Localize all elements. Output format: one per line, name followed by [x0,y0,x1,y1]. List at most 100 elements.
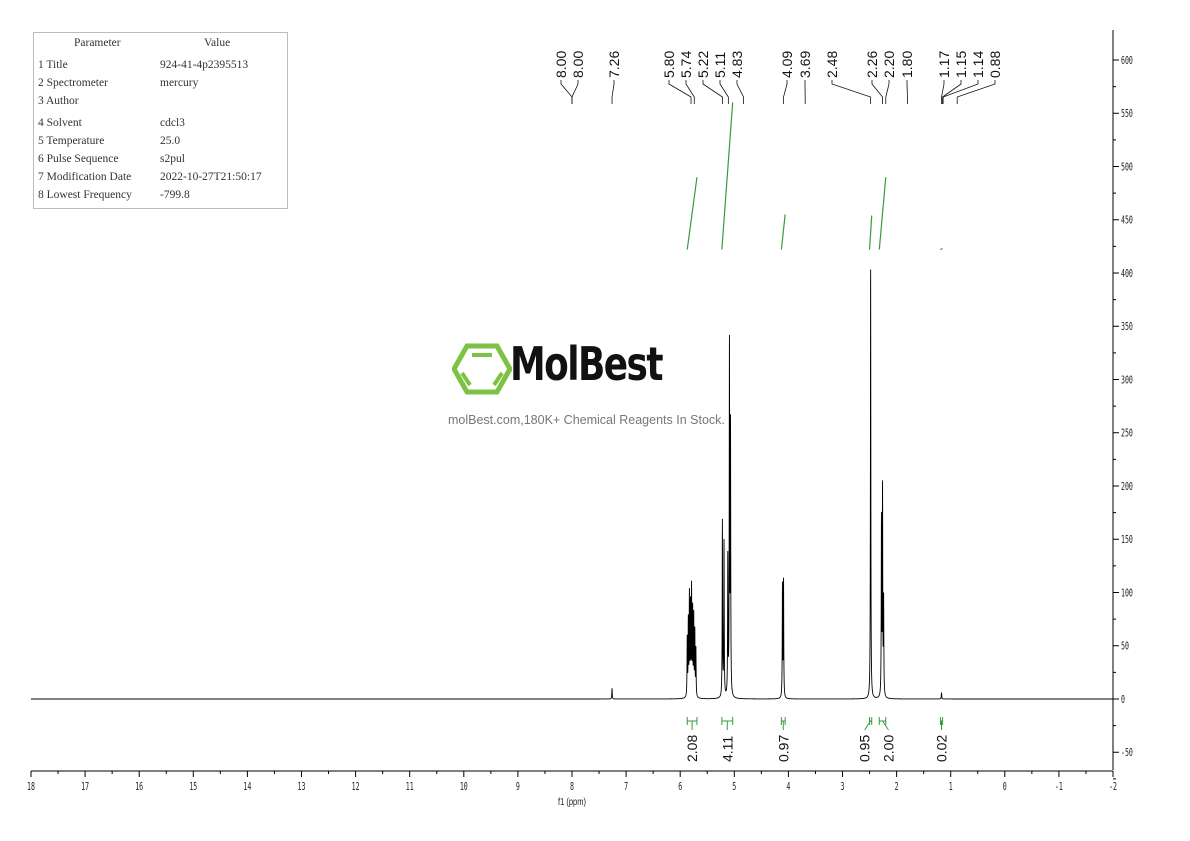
x-tick-label: -2 [1109,782,1117,794]
param-name: 6 Pulse Sequence [38,153,119,165]
benzene-logo-icon [452,343,512,395]
watermark-brand: MolBest [510,337,663,391]
y-tick-label: 0 [1121,695,1125,707]
x-tick-label: 9 [516,782,520,794]
param-name: 5 Temperature [38,135,105,147]
peak-label: 5.11 [712,52,728,78]
y-tick-label: -50 [1121,748,1133,760]
peak-label: 2.26 [864,51,880,78]
integral-value: 0.95 [857,735,873,762]
x-tick-label: 18 [27,782,35,794]
param-name: 1 Title [38,59,68,71]
peak-label-leader [941,80,945,104]
peak-label-leader [942,80,979,104]
integral-value: 0.97 [775,735,791,762]
peak-label-leader [668,80,692,104]
y-tick-label: 500 [1121,162,1133,174]
integral-curve [721,102,734,250]
param-header-value: Value [204,37,231,49]
param-name: 4 Solvent [38,117,82,129]
peak-label-leader [702,80,723,104]
peak-label: 1.80 [899,51,915,78]
peak-label: 8.00 [553,51,569,78]
peak-label: 1.17 [936,51,952,78]
x-tick-label: 7 [624,782,628,794]
integral-curve [868,215,873,250]
x-tick-label: 15 [189,782,197,794]
peak-label-leader [956,80,996,104]
param-name: 3 Author [38,95,79,107]
x-tick-label: 12 [352,782,360,794]
integral-curve [780,214,786,250]
peak-label-leader [885,80,890,104]
peak-label: 0.88 [987,51,1003,78]
x-tick-label: 11 [406,782,414,794]
y-tick-label: 200 [1121,482,1133,494]
x-tick-label: 4 [786,782,790,794]
molbest-watermark: MolBest molBest.com,180K+ Chemical Reage… [448,337,752,443]
param-name: 7 Modification Date [38,171,132,183]
x-tick-label: 10 [460,782,468,794]
peak-label-leader [783,80,788,104]
peak-label: 1.14 [970,51,986,78]
peak-label: 8.00 [570,51,586,78]
peak-label-leader [736,80,744,104]
integral-value: 0.02 [934,735,950,762]
y-tick-label: 550 [1121,109,1133,121]
integral-bracket [939,717,944,730]
peak-label: 2.48 [824,51,840,78]
integral-curve [940,247,943,251]
peak-label: 5.74 [678,51,694,78]
integral-bracket [864,717,873,731]
x-tick-label: 16 [135,782,143,794]
integral-value: 2.00 [881,735,897,762]
y-tick-label: 150 [1121,535,1133,547]
x-axis-label: f1 (ppm) [558,796,586,807]
integral-bracket [721,717,734,730]
param-value: 2022-10-27T21:50:17 [160,171,262,183]
integral-value: 2.08 [684,735,700,762]
integral-bracket [780,717,786,730]
integral-value: 4.11 [719,736,735,762]
peak-label-leader [831,80,872,104]
x-tick-label: 0 [1003,782,1007,794]
x-tick-label: 8 [570,782,574,794]
integral-curve [878,177,887,250]
x-tick-label: 6 [678,782,682,794]
peak-label-leader [560,80,573,104]
x-tick-label: 3 [841,782,845,794]
parameter-table: Parameter Value 1 Title 924-41-4p2395513 2… [33,32,288,209]
peak-label: 5.22 [695,51,711,78]
y-tick-label: 600 [1121,56,1133,68]
param-value: s2pul [160,153,185,165]
param-name: 8 Lowest Frequency [38,189,132,201]
peak-label: 1.15 [953,51,969,78]
y-tick-label: 450 [1121,215,1133,227]
param-value: 924-41-4p2395513 [160,59,249,71]
peak-label: 3.69 [797,51,813,78]
y-tick-label: 50 [1121,641,1129,653]
watermark-tagline: molBest.com,180K+ Chemical Reagents In S… [448,413,725,427]
param-name: 2 Spectrometer [38,77,108,89]
spectrum-line [31,269,1113,700]
param-value: 25.0 [160,135,181,147]
param-value: mercury [160,77,199,89]
param-value: cdcl3 [160,117,185,129]
integral-bracket [878,717,889,731]
y-tick-label: 300 [1121,375,1133,387]
x-tick-label: 17 [81,782,89,794]
x-tick-label: 13 [298,782,306,794]
y-tick-label: 250 [1121,428,1133,440]
param-value: -799.8 [160,189,190,201]
peak-label-leader [871,80,883,104]
param-header-name: Parameter [74,37,121,49]
x-tick-label: 1 [949,782,953,794]
peak-label: 4.09 [779,51,795,78]
peak-label: 7.26 [606,51,622,78]
y-tick-label: 350 [1121,322,1133,334]
x-tick-label: -1 [1055,782,1063,794]
peak-label-leader [611,80,615,104]
x-tick-label: 5 [732,782,736,794]
